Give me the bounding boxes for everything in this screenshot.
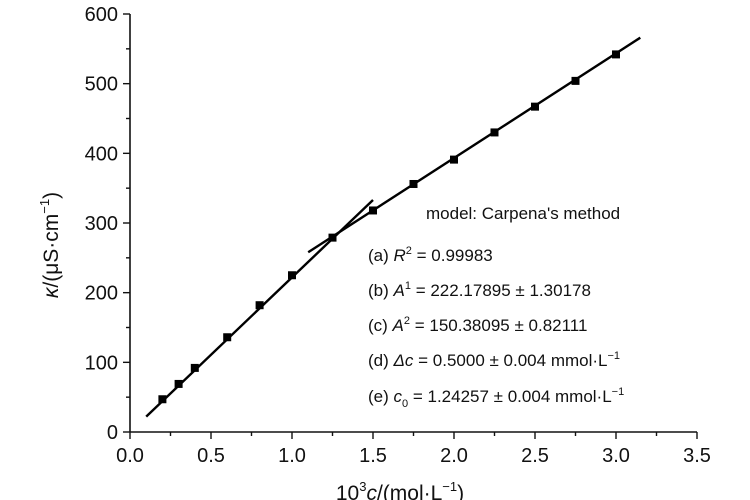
data-point: [450, 155, 458, 164]
y-tick-label: 0: [107, 422, 118, 444]
y-tick-label: 200: [85, 283, 118, 305]
annotation-d: (d) Δc = 0.5000 ± 0.004 mmol·L−1: [368, 350, 620, 370]
data-point: [190, 363, 199, 372]
x-tick-label: 0.5: [197, 445, 225, 467]
y-tick-label: 300: [85, 213, 118, 235]
fit-line-2: [307, 36, 641, 254]
x-tick-label: 2.5: [521, 445, 549, 467]
tick-group: 0.0 0.5 1.0 1.5 2.0 2.5 3.0 3.5 0 100 200 300 400 500…: [85, 4, 711, 467]
data-point: [255, 301, 264, 310]
annotation-e: (e) c0 = 1.24257 ± 0.004 mmol·L−1: [368, 386, 624, 410]
x-tick-label: 3.0: [602, 445, 630, 467]
y-tick-label: 400: [85, 143, 118, 165]
data-point: [369, 206, 377, 215]
data-point: [571, 76, 580, 85]
x-tick-label: 3.5: [683, 445, 711, 467]
annotation-a: (a) R2 = 0.99983: [368, 245, 493, 265]
y-tick-label: 600: [85, 4, 118, 26]
x-tick-label: 1.0: [278, 445, 306, 467]
y-tick-label: 100: [85, 352, 118, 374]
data-point: [158, 395, 167, 404]
marker-group: [158, 50, 620, 404]
data-point: [328, 233, 337, 242]
x-tick-label: 0.0: [116, 445, 144, 467]
y-axis-label: κ/(μS·cm−1): [37, 192, 63, 298]
y-tick-label: 500: [85, 74, 118, 96]
x-tick-label: 1.5: [359, 445, 387, 467]
data-point: [223, 333, 232, 342]
data-point: [409, 179, 418, 188]
data-point: [531, 102, 539, 111]
data-point: [490, 128, 499, 137]
x-axis-label: 103c/(mol·L−1): [336, 479, 464, 500]
annotation-title: model: Carpena's method: [426, 204, 620, 223]
data-point: [174, 379, 183, 388]
annotation-b: (b) A1 = 222.17895 ± 1.30178: [368, 280, 591, 300]
x-tick-label: 2.0: [440, 445, 468, 467]
annotation-c: (c) A2 = 150.38095 ± 0.82111: [368, 315, 587, 335]
data-point: [612, 50, 620, 59]
data-point: [288, 271, 296, 280]
